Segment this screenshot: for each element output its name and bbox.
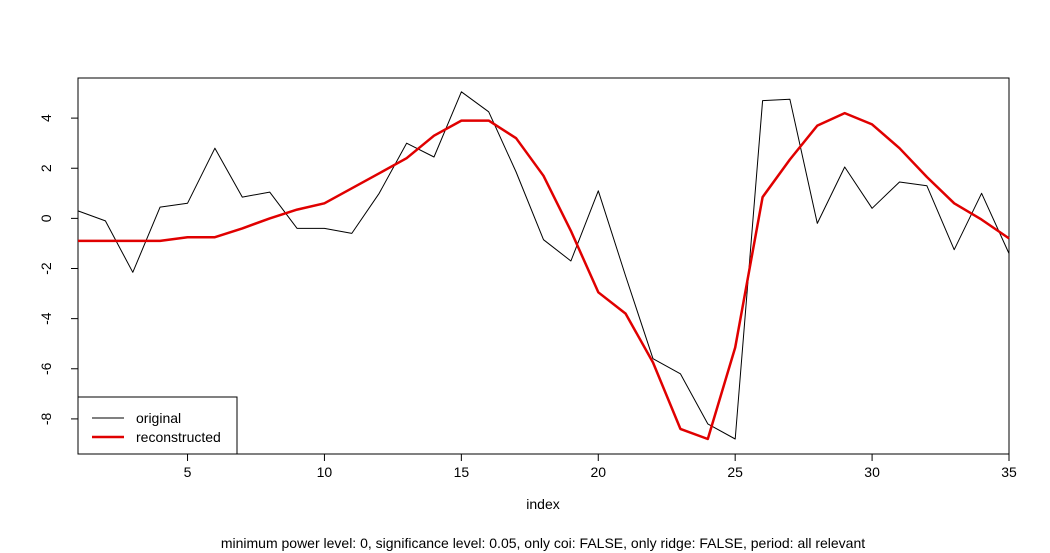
series-line-reconstructed [78, 111, 1010, 441]
x-tick-label: 15 [454, 464, 470, 480]
y-tick-label: -6 [38, 362, 54, 375]
x-tick-label: 25 [727, 464, 743, 480]
y-tick-label: 4 [38, 114, 54, 122]
series-line-original [77, 91, 1010, 440]
y-tick-label: 0 [38, 214, 54, 222]
legend-label-reconstructed: reconstructed [136, 429, 221, 445]
legend: original reconstructed [77, 396, 238, 455]
x-tick-label: 5 [184, 464, 192, 480]
y-tick-label: -8 [38, 412, 54, 425]
x-tick-label: 35 [1001, 464, 1017, 480]
x-axis-title: index [526, 496, 559, 512]
y-tick-label: -2 [38, 262, 54, 275]
y-tick-label: -4 [38, 312, 54, 325]
x-tick-label: 10 [317, 464, 333, 480]
legend-box [77, 396, 238, 455]
x-tick-label: 30 [864, 464, 880, 480]
y-axis: -8 -6 -4 -2 0 2 4 [38, 114, 78, 425]
x-axis: 5 10 15 20 25 30 35 [184, 454, 1017, 480]
series-layer [77, 91, 1010, 441]
chart-caption: minimum power level: 0, significance lev… [221, 535, 865, 551]
x-tick-label: 20 [590, 464, 606, 480]
plot-frame [77, 77, 1010, 455]
y-tick-label: 2 [38, 164, 54, 172]
legend-label-original: original [136, 410, 181, 426]
